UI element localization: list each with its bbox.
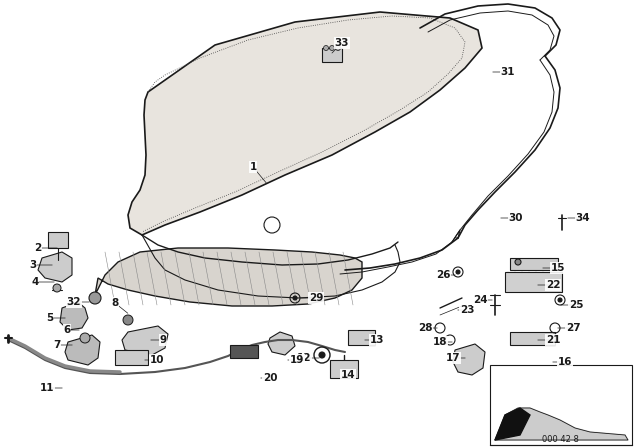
- Text: 16: 16: [557, 357, 572, 367]
- Bar: [490, 365, 632, 445]
- Text: 33: 33: [335, 38, 349, 48]
- Text: 7: 7: [53, 340, 61, 350]
- Text: 34: 34: [576, 213, 590, 223]
- Circle shape: [330, 46, 335, 51]
- Circle shape: [293, 296, 297, 300]
- Text: 8: 8: [111, 298, 118, 308]
- Bar: [48, 232, 68, 248]
- Polygon shape: [495, 408, 530, 440]
- Circle shape: [558, 298, 562, 302]
- Polygon shape: [128, 12, 482, 235]
- Text: 11: 11: [40, 383, 54, 393]
- Text: 4: 4: [31, 277, 38, 287]
- Text: 1: 1: [250, 162, 257, 172]
- Text: 23: 23: [460, 305, 474, 315]
- Circle shape: [335, 46, 340, 51]
- Circle shape: [53, 284, 61, 292]
- Text: 20: 20: [263, 373, 277, 383]
- Circle shape: [123, 315, 133, 325]
- Text: 14: 14: [340, 370, 355, 380]
- Bar: [505, 272, 562, 292]
- Text: 9: 9: [159, 335, 166, 345]
- Circle shape: [323, 46, 328, 51]
- Text: 2: 2: [35, 243, 42, 253]
- Bar: [115, 350, 148, 365]
- Bar: [322, 48, 342, 62]
- Text: 29: 29: [309, 293, 323, 303]
- Circle shape: [89, 292, 101, 304]
- Text: 3: 3: [29, 260, 36, 270]
- Text: 18: 18: [433, 337, 447, 347]
- Polygon shape: [60, 302, 88, 330]
- Polygon shape: [95, 248, 362, 306]
- Text: 27: 27: [566, 323, 580, 333]
- Text: 25: 25: [569, 300, 583, 310]
- Text: 24: 24: [473, 295, 487, 305]
- Text: 19: 19: [290, 355, 304, 365]
- Polygon shape: [495, 408, 628, 440]
- Polygon shape: [122, 326, 168, 355]
- Polygon shape: [38, 252, 72, 282]
- Circle shape: [515, 259, 521, 265]
- Text: 6: 6: [63, 325, 70, 335]
- Text: 5: 5: [46, 313, 54, 323]
- Bar: [330, 360, 358, 378]
- Text: 17: 17: [445, 353, 460, 363]
- Circle shape: [80, 333, 90, 343]
- Polygon shape: [453, 344, 485, 375]
- Bar: [348, 330, 375, 345]
- Bar: [510, 258, 558, 270]
- Text: 26: 26: [436, 270, 451, 280]
- Text: 30: 30: [509, 213, 524, 223]
- Text: 28: 28: [418, 323, 432, 333]
- Text: 13: 13: [370, 335, 384, 345]
- Polygon shape: [268, 332, 295, 355]
- Polygon shape: [65, 335, 100, 365]
- Text: 22: 22: [546, 280, 560, 290]
- Text: 12: 12: [297, 353, 311, 363]
- Text: 21: 21: [546, 335, 560, 345]
- Text: 10: 10: [150, 355, 164, 365]
- Text: 15: 15: [551, 263, 565, 273]
- Text: 000 42 8: 000 42 8: [541, 435, 579, 444]
- Circle shape: [456, 270, 460, 274]
- Circle shape: [319, 352, 325, 358]
- Bar: [510, 332, 555, 345]
- Bar: [230, 345, 258, 358]
- Text: 32: 32: [67, 297, 81, 307]
- Text: 31: 31: [500, 67, 515, 77]
